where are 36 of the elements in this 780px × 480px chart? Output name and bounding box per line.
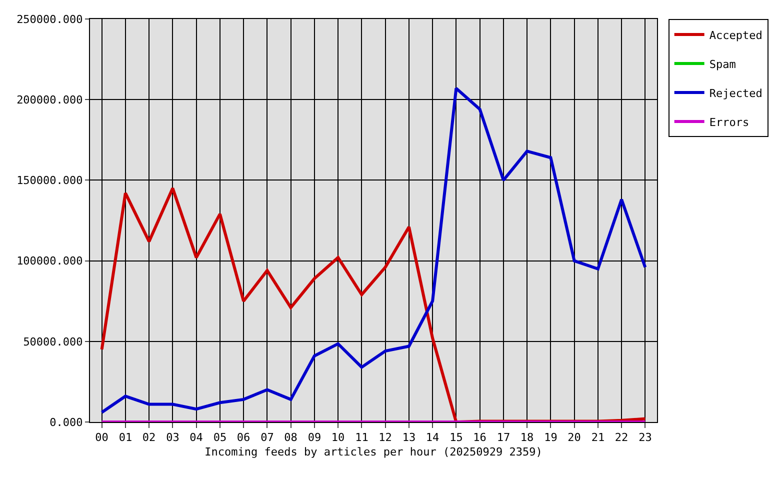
- x-tick-label: 19: [544, 431, 558, 444]
- x-tick-label: 05: [213, 431, 227, 444]
- x-tick-label: 14: [426, 431, 440, 444]
- x-tick-label: 16: [473, 431, 486, 444]
- y-tick-label: 100000.000: [16, 254, 83, 268]
- y-tick-label: 250000.000: [16, 12, 83, 26]
- x-tick-label: 12: [378, 431, 392, 444]
- x-tick-label: 03: [166, 431, 180, 444]
- x-tick-label: 09: [308, 431, 322, 444]
- x-tick-label: 08: [284, 431, 298, 444]
- x-tick-label: 23: [638, 431, 652, 444]
- x-tick-label: 15: [450, 431, 463, 444]
- legend-label: Rejected: [709, 86, 762, 100]
- x-tick-label: 17: [496, 431, 510, 444]
- x-tick-label: 22: [614, 431, 628, 444]
- x-tick-label: 10: [331, 431, 345, 444]
- x-tick-label: 20: [568, 431, 581, 444]
- line-series: [100, 86, 647, 414]
- x-tick-label: 18: [520, 431, 534, 444]
- y-tick-label: 0.000: [50, 416, 83, 429]
- x-tick-label: 07: [260, 431, 274, 444]
- legend-label: Accepted: [709, 28, 762, 42]
- legend-label: Errors: [709, 116, 750, 129]
- x-tick-label: 00: [95, 431, 108, 444]
- x-tick-label: 21: [591, 431, 605, 444]
- y-tick-label: 150000.000: [16, 174, 83, 188]
- x-tick-label: 04: [190, 431, 204, 444]
- x-tick-label: 06: [236, 431, 250, 444]
- x-axis-title: Incoming feeds by articles per hour (20250929 2359): [204, 445, 542, 458]
- y-tick-label: 50000.000: [23, 335, 83, 348]
- x-tick-label: 13: [402, 431, 416, 444]
- x-tick-label: 01: [118, 431, 132, 444]
- x-tick-label: 11: [355, 431, 368, 444]
- x-tick-label: 02: [142, 431, 156, 444]
- y-tick-label: 200000.000: [16, 93, 83, 106]
- legend-label: Spam: [709, 58, 736, 71]
